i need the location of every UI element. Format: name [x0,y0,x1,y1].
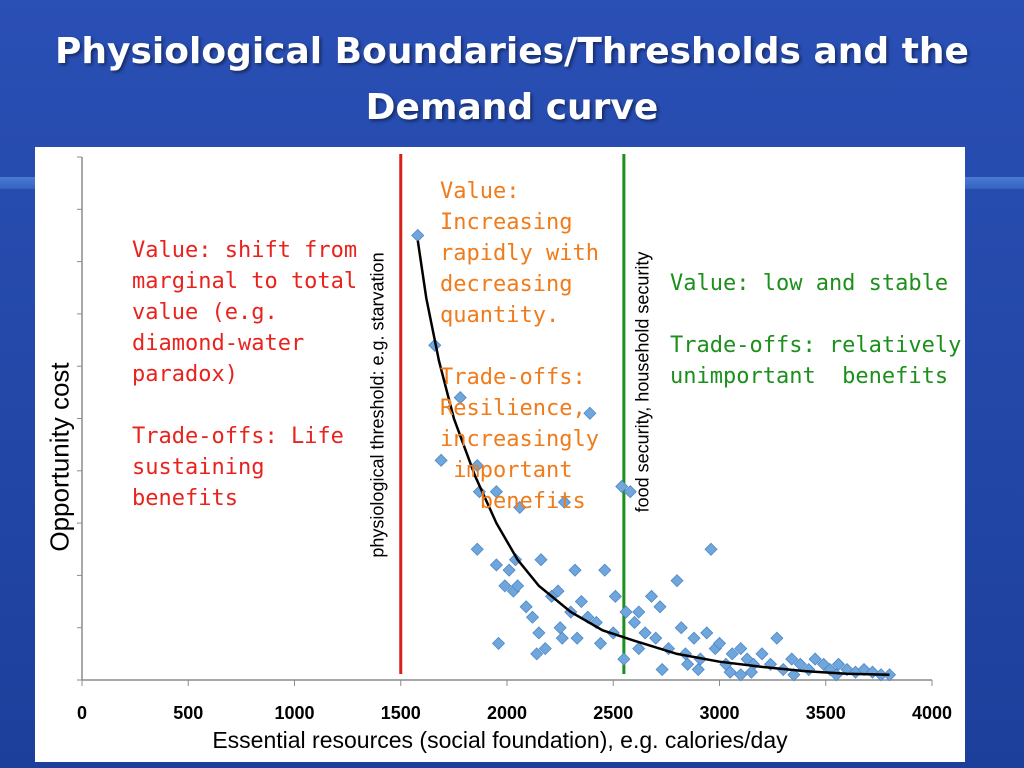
data-point [434,453,448,467]
x-tick-label: 4000 [912,703,952,723]
data-point [691,662,705,677]
x-tick-label: 2000 [487,703,527,723]
data-point [744,665,758,679]
data-point [670,574,684,588]
data-point [498,579,512,593]
annotation-transition-zone: Value: Increasing rapidly with decreasin… [440,179,599,514]
data-point [502,563,516,577]
food-security-line-label: food security, household security [632,251,653,513]
data-point [644,589,659,603]
data-point [725,647,739,661]
data-point [674,621,688,635]
data-point [598,563,612,577]
data-point [470,542,484,556]
data-point [617,652,631,666]
data-point [608,589,622,603]
data-point [593,636,608,650]
starvation-line-label: physiological threshold: e.g. starvation [367,252,388,558]
data-point [619,605,633,619]
x-tick-label: 3000 [699,703,739,723]
data-point [785,652,799,666]
data-point [583,406,597,420]
data-point [489,558,503,572]
data-point [808,652,822,666]
data-point [615,479,629,494]
data-point [574,594,588,609]
annotation-below-threshold: Value: shift from marginal to total valu… [132,238,358,511]
data-point [734,642,748,656]
data-point [770,631,784,645]
data-point [568,563,582,577]
data-point [530,647,544,661]
data-point [470,459,484,473]
title-line-1: Physiological Boundaries/Thresholds and … [55,31,969,72]
data-point [632,642,646,656]
data-point [632,605,646,619]
data-point [755,647,769,661]
x-tick-label: 3500 [806,703,846,723]
data-point [712,636,727,650]
slide-title: Physiological Boundaries/Thresholds and … [40,24,984,136]
data-point [734,668,748,682]
data-point [627,615,642,630]
y-axis-label: Opportunity cost [44,362,75,552]
data-point [655,662,669,677]
data-point [555,631,569,645]
data-point [525,610,540,624]
data-point [553,621,567,635]
annotation-food-security: Value: low and stable Trade-offs: relati… [670,271,962,389]
title-line-2: Demand curve [365,87,659,128]
data-point [723,665,737,679]
data-point [513,500,527,514]
data-point [700,626,714,640]
data-point [519,600,533,614]
data-point [491,636,506,650]
x-tick-label: 2500 [593,703,633,723]
data-point [532,626,546,640]
data-point [534,553,548,567]
data-point [687,631,701,645]
x-tick-label: 1500 [381,703,421,723]
x-tick-label: 1000 [274,703,314,723]
x-tick-label: 0 [77,703,87,723]
data-point [511,579,525,593]
data-point [570,631,584,645]
demand-curve [416,240,890,677]
data-point [557,495,571,509]
data-point [704,542,718,556]
data-point [649,631,663,645]
x-tick-label: 500 [173,703,203,723]
data-point [411,228,425,243]
data-point [623,485,637,499]
data-point [653,600,667,614]
data-point [681,657,695,671]
data-point [551,584,565,598]
data-point [453,391,467,405]
data-point [538,642,552,656]
data-point [638,626,652,640]
data-point [489,485,503,499]
data-point [787,668,801,682]
x-axis-label: Essential resources (social foundation),… [212,727,788,753]
data-point [831,657,846,671]
